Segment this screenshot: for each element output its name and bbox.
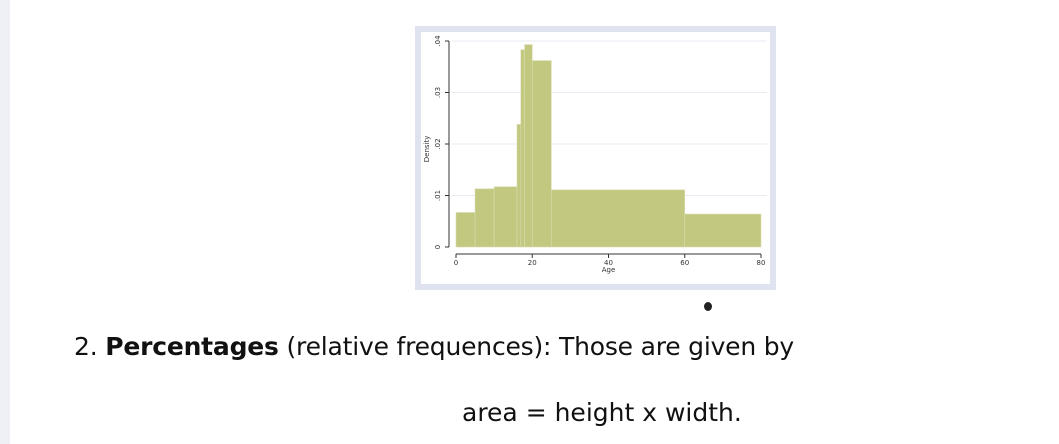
- y-tick-label: .02: [434, 138, 442, 149]
- x-tick-label: 0: [454, 259, 458, 267]
- mouse-pointer-dot: [704, 302, 712, 311]
- histogram-bar: [474, 188, 495, 248]
- x-tick-label: 40: [604, 259, 613, 267]
- x-tick-label: 20: [528, 259, 537, 267]
- x-tick-label: 60: [680, 259, 689, 267]
- histogram-bar: [551, 189, 686, 248]
- axes: 0 .01 .02 .03 .04 0 20 40 60 80: [434, 35, 765, 267]
- item-description: (relative frequences): Those are given b…: [278, 332, 795, 361]
- x-tick-label: 80: [757, 259, 766, 267]
- histogram-bars: [455, 44, 762, 248]
- y-tick-label: .04: [434, 35, 442, 47]
- histogram-bar: [684, 213, 762, 248]
- item-term: Percentages: [105, 332, 279, 361]
- histogram-figure: 0 .01 .02 .03 .04 0 20 40 60 80 Density Age: [415, 26, 776, 290]
- left-edge-strip: [0, 0, 10, 444]
- histogram-bar: [531, 60, 552, 248]
- y-tick-label: 0: [434, 245, 442, 249]
- y-axis-label: Density: [423, 136, 431, 163]
- histogram-bar: [520, 49, 525, 248]
- item-number: 2.: [74, 332, 98, 361]
- list-item-percentages: 2. Percentages (relative frequences): Th…: [74, 332, 794, 361]
- y-tick-label: .03: [434, 87, 442, 98]
- histogram-bar: [524, 44, 533, 248]
- x-axis-label: Age: [602, 266, 616, 274]
- histogram-bar: [455, 212, 476, 248]
- histogram-chart: 0 .01 .02 .03 .04 0 20 40 60 80 Density Age: [421, 32, 770, 284]
- histogram-bar: [493, 186, 518, 248]
- histogram-bar: [516, 124, 522, 248]
- y-tick-label: .01: [434, 190, 442, 201]
- area-formula: area = height x width.: [462, 398, 742, 427]
